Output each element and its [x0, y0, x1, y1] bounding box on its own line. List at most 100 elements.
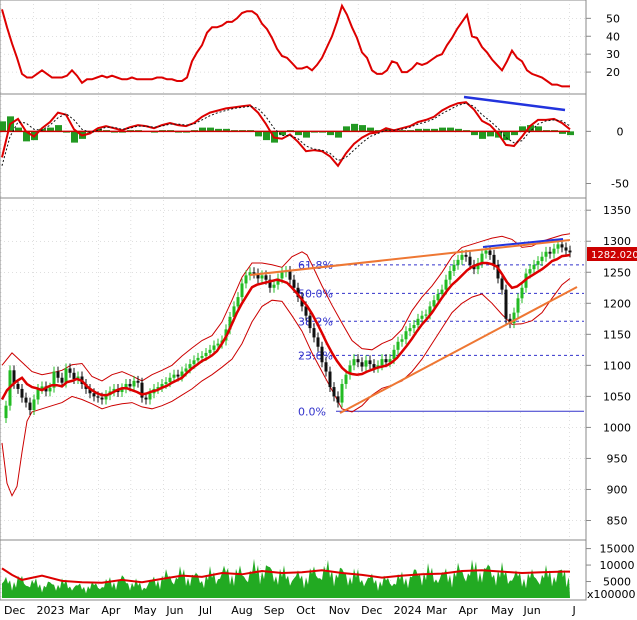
candle-body	[232, 306, 236, 317]
candle-body	[424, 314, 428, 316]
candle-body	[456, 259, 460, 265]
fibonacci-label: 23.6%	[298, 349, 333, 362]
candle-body	[188, 364, 192, 369]
candle-body	[144, 397, 148, 400]
x-tick-label: Jun	[165, 604, 183, 617]
macd-hist-bar	[367, 127, 374, 132]
candle-body	[400, 339, 404, 342]
y-tick-label: 40	[606, 30, 620, 43]
candle-body	[564, 247, 568, 251]
candle-body	[268, 279, 272, 288]
x-tick-label: Apr	[101, 604, 121, 617]
candle-body	[228, 316, 232, 330]
candle-body	[432, 300, 436, 307]
price-candles	[4, 239, 572, 424]
candle-body	[104, 395, 108, 400]
candle-body	[72, 372, 76, 379]
y-tick-label: 1000	[603, 421, 631, 434]
macd-hist-bar	[423, 128, 430, 132]
candle-body	[164, 382, 168, 384]
candle-body	[452, 264, 456, 272]
x-tick-label: Dec	[361, 604, 382, 617]
macd-hist-bar	[415, 128, 422, 132]
y-tick-label: 950	[607, 452, 628, 465]
candle-body	[348, 365, 352, 375]
candle-body	[32, 399, 36, 411]
candle-body	[468, 256, 472, 265]
candle-body	[328, 371, 332, 388]
candle-body	[396, 341, 400, 350]
macd-hist-bar	[535, 126, 542, 132]
price-axis: 1350 1300 1250 1200 1150 1100 1050 1000 950 900 85…	[586, 204, 631, 527]
candle-body	[388, 359, 392, 363]
candle-body	[536, 261, 540, 265]
candle-body	[136, 380, 140, 383]
candle-body	[464, 254, 468, 257]
y-tick-label: 1100	[603, 359, 631, 372]
candle-body	[324, 362, 328, 372]
candle-body	[148, 393, 152, 400]
lower-trendline	[339, 286, 578, 414]
macd-hist-bar	[503, 131, 510, 141]
candle-body	[200, 356, 204, 358]
x-tick-label: J	[572, 604, 576, 617]
macd-hist-bar	[47, 127, 54, 132]
candle-body	[4, 405, 8, 419]
candle-body	[340, 383, 344, 403]
macd-hist-bar	[471, 131, 478, 136]
macd-hist-bar	[351, 123, 358, 132]
macd-hist-bar	[343, 126, 350, 132]
candle-body	[508, 318, 512, 324]
x-tick-label: Apr	[459, 604, 479, 617]
lower-band-line	[1, 278, 571, 497]
candle-body	[120, 388, 124, 393]
candle-body	[516, 298, 520, 313]
x-tick-label: 2023	[36, 604, 64, 617]
candle-body	[16, 383, 20, 389]
macd-hist-bar	[95, 128, 102, 132]
x-tick-label: Jul	[198, 604, 212, 617]
candle-body	[196, 357, 200, 361]
candle-body	[256, 273, 260, 279]
x-tick-label: Jun	[523, 604, 541, 617]
candle-body	[312, 328, 316, 338]
candle-body	[412, 325, 416, 329]
volume-chart: 15000 10000 5000 x100000	[1, 543, 636, 601]
candle-body	[344, 374, 348, 384]
candle-body	[12, 370, 16, 384]
y-tick-label: 1300	[603, 235, 631, 248]
candle-body	[204, 352, 208, 357]
x-tick-label: May	[491, 604, 514, 617]
macd-hist-bar	[215, 128, 222, 132]
macd-hist-bar	[327, 131, 334, 136]
price-chart: 61.8%50.0%38.2%23.6%0.0% 135013001250120…	[0, 204, 637, 527]
candle-body	[336, 396, 340, 403]
macd-hist-bar	[263, 131, 270, 141]
volume-ma-line	[1, 567, 570, 584]
y-tick-label: 50	[606, 12, 620, 25]
candle-body	[244, 275, 248, 284]
candle-body	[440, 289, 444, 294]
candle-body	[484, 250, 488, 254]
y-tick-label: 10000	[600, 559, 635, 572]
macd-hist-bar	[223, 128, 230, 132]
candle-body	[552, 248, 556, 254]
x-tick-label: Mar	[426, 604, 447, 617]
y-tick-label: 5000	[603, 576, 631, 589]
candle-body	[296, 287, 300, 298]
macd-hist-bar	[431, 128, 438, 132]
macd-hist-bar	[335, 131, 342, 138]
candle-body	[548, 251, 552, 254]
candle-body	[96, 396, 100, 398]
candle-body	[560, 244, 564, 248]
candle-body	[356, 359, 360, 363]
macd-hist-bar	[71, 131, 78, 143]
macd-hist-bar	[567, 131, 574, 136]
candle-body	[404, 331, 408, 340]
candle-body	[364, 360, 368, 367]
macd-hist-bar	[455, 128, 462, 132]
macd-hist-bar	[279, 131, 286, 136]
candle-body	[60, 377, 64, 383]
candle-body	[176, 374, 180, 377]
